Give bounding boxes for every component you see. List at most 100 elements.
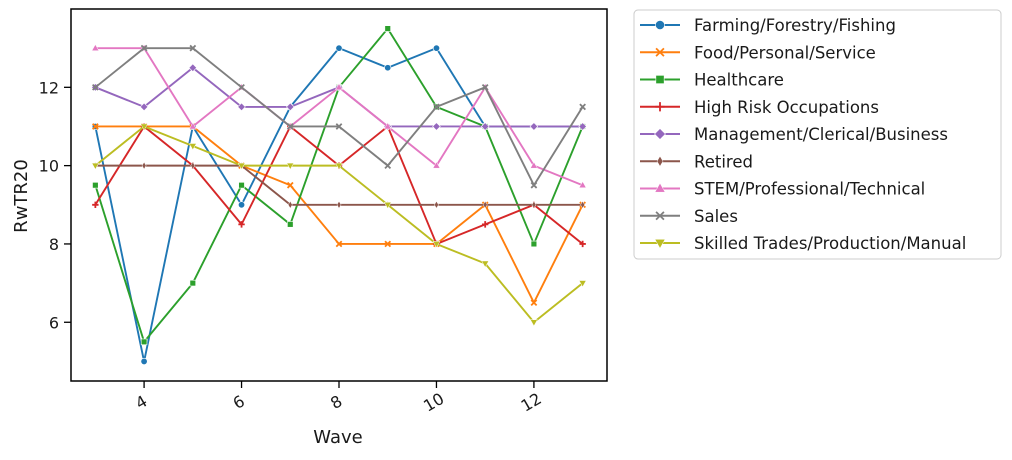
legend-entry: High Risk Occupations bbox=[640, 98, 879, 117]
legend-entry: STEM/Professional/Technical bbox=[640, 180, 925, 199]
data-point bbox=[530, 181, 538, 189]
data-point bbox=[530, 240, 538, 248]
legend-label: Sales bbox=[694, 207, 738, 226]
data-point bbox=[92, 201, 99, 208]
data-point bbox=[384, 64, 392, 72]
data-point bbox=[188, 122, 197, 130]
data-point bbox=[238, 83, 245, 91]
y-tick-label: 10 bbox=[39, 157, 59, 176]
data-point bbox=[432, 122, 441, 131]
data-point bbox=[383, 201, 392, 209]
legend-label: STEM/Professional/Technical bbox=[694, 180, 925, 199]
data-point bbox=[190, 161, 196, 170]
y-axis-title: RwTR20 bbox=[11, 159, 32, 233]
x-tick-label: 8 bbox=[327, 391, 345, 413]
data-point bbox=[286, 181, 294, 189]
y-tick-label: 12 bbox=[39, 78, 59, 97]
series-layer bbox=[91, 25, 587, 365]
data-point bbox=[92, 123, 99, 130]
legend-label: Food/Personal/Service bbox=[694, 43, 876, 62]
data-point bbox=[140, 357, 148, 365]
legend-entry: Management/Clerical/Business bbox=[640, 125, 948, 144]
data-point bbox=[578, 280, 587, 288]
data-point bbox=[384, 240, 392, 248]
data-point bbox=[531, 200, 537, 209]
data-point bbox=[140, 44, 148, 52]
legend-entry: Sales bbox=[640, 207, 738, 226]
x-tick-label: 10 bbox=[420, 389, 447, 416]
data-point bbox=[580, 200, 586, 209]
data-point bbox=[91, 43, 100, 51]
legend-label: Skilled Trades/Production/Manual bbox=[694, 234, 966, 253]
data-point bbox=[238, 221, 245, 228]
data-point bbox=[383, 122, 392, 130]
data-point bbox=[530, 299, 538, 307]
legend-entry: Farming/Forestry/Fishing bbox=[640, 16, 896, 35]
data-point bbox=[335, 44, 343, 52]
data-point bbox=[335, 83, 343, 91]
data-point bbox=[529, 319, 538, 327]
data-point bbox=[432, 161, 441, 169]
x-tick-label: 4 bbox=[132, 391, 150, 413]
series-group bbox=[92, 44, 586, 189]
data-point bbox=[656, 155, 664, 167]
data-point bbox=[189, 44, 197, 52]
data-point bbox=[92, 83, 99, 91]
legend-label: Retired bbox=[694, 152, 753, 171]
series-group bbox=[91, 123, 587, 327]
data-point bbox=[140, 123, 149, 131]
data-point bbox=[654, 239, 666, 249]
legend-label: Management/Clerical/Business bbox=[694, 125, 948, 144]
data-point bbox=[140, 338, 148, 346]
data-point bbox=[384, 25, 391, 32]
y-tick-label: 6 bbox=[49, 313, 59, 332]
data-point bbox=[141, 161, 147, 170]
data-point bbox=[529, 161, 538, 169]
data-point bbox=[529, 122, 539, 131]
legend-box bbox=[633, 9, 1002, 260]
data-point bbox=[189, 279, 196, 287]
y-tick-label: 8 bbox=[49, 235, 59, 254]
legend-label: Healthcare bbox=[694, 71, 784, 90]
data-point bbox=[655, 211, 665, 221]
data-point bbox=[188, 63, 198, 73]
data-point bbox=[238, 201, 246, 209]
legend-entry: Retired bbox=[640, 152, 753, 171]
data-point bbox=[481, 221, 489, 228]
x-tick-label: 12 bbox=[518, 389, 545, 416]
data-point bbox=[286, 102, 295, 112]
data-point bbox=[92, 182, 99, 189]
data-point bbox=[433, 103, 440, 111]
legend-entry: Food/Personal/Service bbox=[640, 43, 876, 62]
legend-entry: Skilled Trades/Production/Manual bbox=[640, 234, 966, 253]
data-point bbox=[482, 200, 488, 209]
data-point bbox=[654, 128, 666, 140]
legend-label: High Risk Occupations bbox=[694, 98, 879, 117]
data-point bbox=[335, 240, 343, 248]
data-point bbox=[654, 182, 666, 193]
data-point bbox=[237, 162, 246, 170]
data-point bbox=[139, 102, 149, 112]
plot-frame bbox=[70, 8, 608, 382]
data-point bbox=[286, 162, 295, 170]
data-point bbox=[432, 241, 441, 249]
data-point bbox=[91, 162, 100, 170]
data-point bbox=[188, 143, 197, 151]
data-point bbox=[655, 102, 665, 112]
data-point bbox=[237, 102, 246, 112]
x-axis-title: Wave bbox=[313, 427, 362, 448]
data-point bbox=[287, 200, 293, 209]
data-point bbox=[287, 221, 294, 228]
data-point bbox=[384, 162, 392, 169]
data-point bbox=[579, 103, 586, 111]
data-point bbox=[578, 181, 587, 189]
data-point bbox=[481, 260, 490, 268]
data-point bbox=[655, 47, 665, 57]
data-point bbox=[336, 200, 342, 209]
data-point bbox=[335, 162, 343, 170]
data-point bbox=[432, 44, 440, 52]
data-point bbox=[335, 123, 343, 130]
plot-area bbox=[70, 8, 608, 382]
data-point bbox=[579, 240, 586, 248]
